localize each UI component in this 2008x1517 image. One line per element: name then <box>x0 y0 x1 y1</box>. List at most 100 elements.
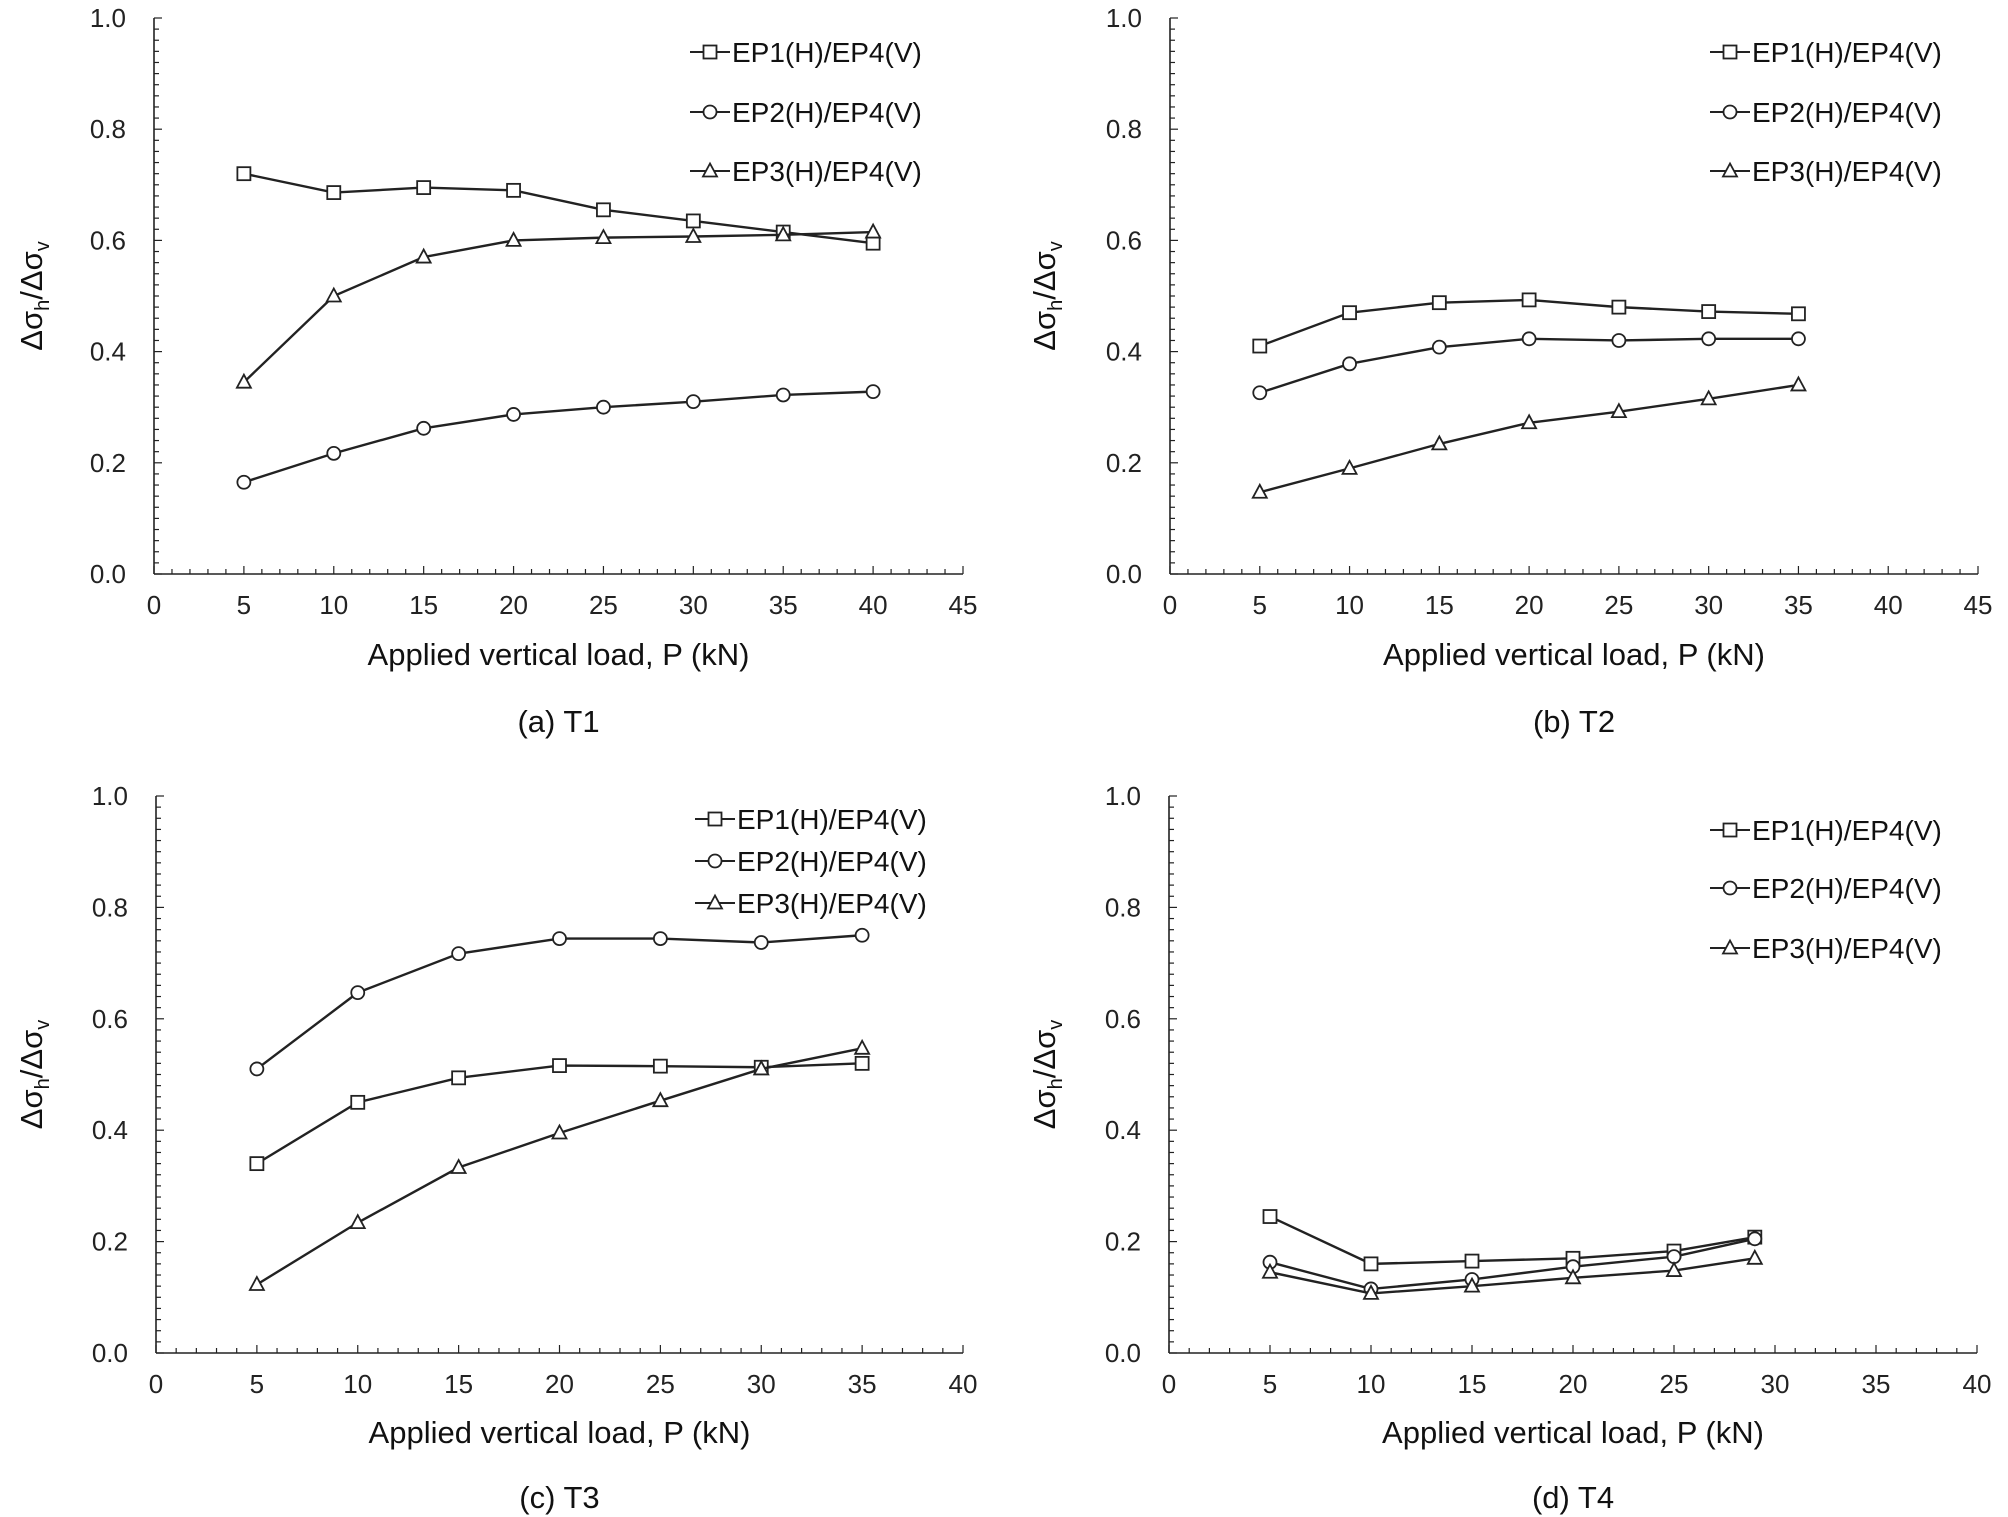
data-point <box>1261 1262 1279 1279</box>
x-tick-label: 25 <box>1660 1369 1689 1399</box>
data-point <box>854 1055 870 1071</box>
x-tick-label: 25 <box>1604 590 1633 620</box>
x-tick-label: 5 <box>237 590 251 620</box>
data-point <box>350 1094 366 1110</box>
data-point <box>1342 356 1357 372</box>
legend-entry: EP3(H)/EP4(V) <box>695 888 927 919</box>
data-point <box>1464 1253 1480 1269</box>
legend-marker <box>701 161 719 178</box>
legend-label: EP1(H)/EP4(V) <box>732 37 922 68</box>
legend-label: EP1(H)/EP4(V) <box>1752 815 1942 846</box>
legend-entry: EP1(H)/EP4(V) <box>695 804 927 835</box>
series-line <box>243 390 874 484</box>
data-point <box>236 166 252 182</box>
x-tick-label: 35 <box>848 1369 877 1399</box>
series-triangle <box>235 222 882 389</box>
data-point <box>753 935 769 950</box>
data-point <box>854 927 870 943</box>
y-tick-label: 1.0 <box>1106 3 1142 33</box>
panel-caption: (b) T2 <box>1533 704 1615 739</box>
y-tick-label: 0.8 <box>1106 114 1142 144</box>
legend-marker <box>1722 822 1738 838</box>
data-point <box>350 985 366 1001</box>
legend-label: EP3(H)/EP4(V) <box>1752 933 1942 964</box>
x-tick-label: 40 <box>1874 590 1903 620</box>
data-point <box>1701 331 1717 347</box>
data-point <box>506 182 521 198</box>
y-tick-label: 0.4 <box>90 337 126 367</box>
data-point <box>774 225 792 242</box>
panel-caption: (a) T1 <box>517 704 599 739</box>
series-line <box>243 230 874 384</box>
data-point <box>326 185 342 200</box>
data-point <box>1252 385 1268 401</box>
x-tick-label: 25 <box>646 1369 675 1399</box>
x-tick-label: 0 <box>1162 1369 1176 1399</box>
series-line <box>1259 337 1799 394</box>
data-point <box>1431 339 1447 355</box>
data-point <box>1665 1261 1683 1277</box>
x-axis-title: Applied vertical load, P (kN) <box>1382 1415 1764 1450</box>
legend-marker <box>1722 880 1738 896</box>
legend-label: EP1(H)/EP4(V) <box>737 804 927 835</box>
series-circle <box>1252 331 1806 401</box>
series-line <box>1269 1215 1756 1266</box>
series-line <box>243 172 874 245</box>
data-point <box>1431 295 1447 311</box>
x-tick-label: 0 <box>147 590 161 620</box>
data-point <box>1362 1284 1380 1300</box>
data-point <box>552 1058 567 1073</box>
y-tick-label: 0.6 <box>90 225 126 255</box>
data-point <box>1611 299 1627 315</box>
data-point <box>1520 413 1538 430</box>
x-tick-label: 45 <box>1964 590 1993 620</box>
legend-label: EP3(H)/EP4(V) <box>737 888 927 919</box>
x-tick-label: 45 <box>949 590 978 620</box>
data-point <box>416 180 432 195</box>
x-tick-label: 40 <box>1963 1369 1992 1399</box>
data-point <box>1463 1276 1481 1293</box>
y-tick-label: 1.0 <box>1105 781 1141 811</box>
x-tick-label: 35 <box>1862 1369 1891 1399</box>
y-tick-label: 0.2 <box>1105 1227 1141 1257</box>
data-point <box>1251 482 1269 499</box>
data-point <box>1611 333 1627 348</box>
x-tick-label: 35 <box>1784 590 1813 620</box>
x-tick-label: 20 <box>545 1369 574 1399</box>
data-point <box>1701 304 1717 319</box>
data-point <box>235 372 253 389</box>
y-tick-label: 0.4 <box>1105 1115 1141 1145</box>
panel-caption: (d) T4 <box>1532 1480 1614 1515</box>
y-tick-label: 0.2 <box>90 448 126 478</box>
legend-label: EP3(H)/EP4(V) <box>1752 156 1942 187</box>
data-point <box>550 1123 569 1140</box>
data-point <box>506 407 521 422</box>
data-point <box>1252 338 1268 354</box>
legend-marker <box>702 44 718 60</box>
x-tick-label: 10 <box>343 1369 372 1399</box>
legend-label: EP3(H)/EP4(V) <box>732 156 922 187</box>
data-point <box>248 1275 266 1291</box>
y-tick-label: 0.0 <box>1106 559 1142 589</box>
data-point <box>865 384 881 400</box>
legend-entry: EP1(H)/EP4(V) <box>1710 37 1942 68</box>
data-point <box>1791 306 1806 322</box>
x-tick-label: 30 <box>679 590 708 620</box>
x-tick-label: 40 <box>949 1369 978 1399</box>
data-point <box>1747 1231 1763 1247</box>
y-tick-label: 0.2 <box>1106 448 1142 478</box>
x-tick-label: 25 <box>589 590 618 620</box>
legend-marker <box>707 811 723 827</box>
y-axis-title: Δσh/Δσv <box>14 241 54 350</box>
data-point <box>1342 305 1357 321</box>
data-point <box>1521 331 1537 347</box>
data-point <box>1610 402 1628 419</box>
data-point <box>1791 331 1806 347</box>
panel-caption: (c) T3 <box>519 1480 599 1515</box>
data-point <box>1700 389 1718 406</box>
legend-marker <box>707 853 723 869</box>
data-point <box>416 420 432 436</box>
data-point <box>451 946 467 962</box>
series-square <box>249 1055 870 1172</box>
y-tick-label: 0.8 <box>90 114 126 144</box>
